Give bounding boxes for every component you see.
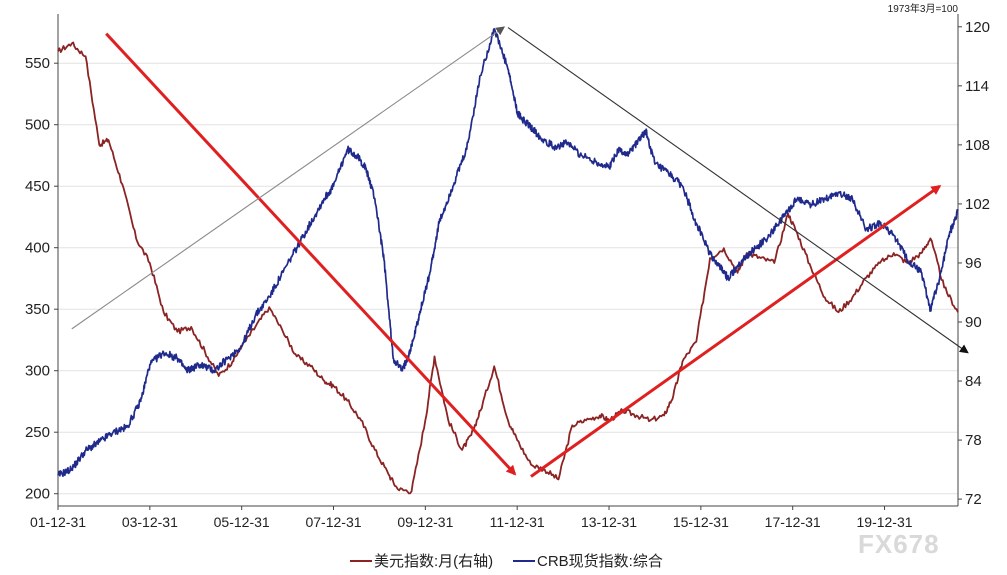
left-tick-label: 300: [25, 363, 50, 380]
left-tick-label: 500: [25, 117, 50, 134]
legend: 美元指数:月(右轴) CRB现货指数:综合: [350, 553, 663, 570]
red-arrow-down: [105, 32, 517, 476]
right-tick-label: 84: [965, 373, 982, 390]
x-tick-label: 19-12-31: [857, 514, 913, 530]
legend-label-crb: CRB现货指数:综合: [537, 553, 663, 570]
left-tick-label: 400: [25, 240, 50, 257]
right-tick-label: 78: [965, 432, 982, 449]
x-tick-label: 15-12-31: [673, 514, 729, 530]
x-tick-label: 13-12-31: [581, 514, 637, 530]
gray-arrow-up: [71, 26, 506, 330]
x-tick-label: 17-12-31: [765, 514, 821, 530]
right-tick-label: 102: [965, 196, 990, 213]
red-arrow-up: [530, 184, 942, 478]
watermark-text: FX678: [858, 529, 940, 559]
x-tick-label: 01-12-31: [30, 514, 86, 530]
usd-index-series-line: [57, 41, 959, 495]
right-axis-ticks: 72 78 84 90 96 102 108 114 120: [958, 19, 990, 508]
x-tick-label: 05-12-31: [214, 514, 270, 530]
left-tick-label: 550: [25, 55, 50, 72]
trend-arrows: [71, 26, 969, 478]
x-tick-label: 07-12-31: [305, 514, 361, 530]
legend-label-usd: 美元指数:月(右轴): [374, 553, 493, 570]
x-axis-ticks: 01-12-31 03-12-31 05-12-31 07-12-31 09-12-31…: [30, 506, 913, 530]
right-tick-label: 96: [965, 255, 982, 272]
base-period-note: 1973年3月=100: [888, 2, 959, 15]
gridlines: [58, 62, 958, 495]
x-tick-label: 03-12-31: [122, 514, 178, 530]
right-tick-label: 114: [965, 78, 989, 95]
x-tick-label: 11-12-31: [490, 514, 545, 530]
left-tick-label: 200: [25, 486, 50, 503]
right-tick-label: 108: [965, 137, 990, 154]
left-tick-label: 350: [25, 301, 50, 318]
axes: [57, 14, 959, 507]
right-tick-label: 90: [965, 314, 982, 331]
series-lines: [57, 27, 959, 495]
crb-index-series-line: [57, 27, 959, 478]
x-tick-label: 09-12-31: [397, 514, 453, 530]
right-tick-label: 72: [965, 491, 982, 508]
right-tick-label: 120: [965, 19, 990, 36]
left-tick-label: 250: [25, 424, 50, 441]
left-axis-ticks: 200 250 300 350 400 450 500 550: [25, 55, 58, 503]
dark-arrow-down: [507, 27, 969, 354]
left-tick-label: 450: [25, 178, 50, 195]
